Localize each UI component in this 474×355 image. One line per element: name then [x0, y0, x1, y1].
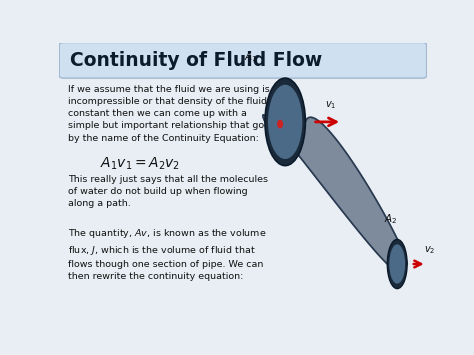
Text: $v_1$: $v_1$: [325, 99, 337, 111]
Text: Continuity of Fluid Flow: Continuity of Fluid Flow: [70, 51, 322, 70]
Text: This really just says that all the molecules
of water do not build up when flowi: This really just says that all the molec…: [68, 175, 268, 208]
Text: $v_2$: $v_2$: [423, 244, 435, 256]
Text: $A_1$: $A_1$: [244, 51, 257, 65]
Text: The quantity, $Av$, is known as the volume
flux, $J$, which is the volume of flu: The quantity, $Av$, is known as the volu…: [68, 227, 267, 282]
Ellipse shape: [387, 239, 407, 289]
Ellipse shape: [268, 85, 302, 159]
Text: $A_1v_1 = A_2v_2$: $A_1v_1 = A_2v_2$: [100, 156, 180, 173]
Ellipse shape: [389, 244, 405, 284]
FancyBboxPatch shape: [59, 43, 427, 78]
Ellipse shape: [277, 120, 283, 129]
Polygon shape: [263, 115, 407, 264]
Text: $A_2$: $A_2$: [384, 212, 398, 226]
Ellipse shape: [265, 78, 305, 166]
Text: If we assume that the fluid we are using is
incompressible or that density of th: If we assume that the fluid we are using…: [68, 85, 278, 143]
